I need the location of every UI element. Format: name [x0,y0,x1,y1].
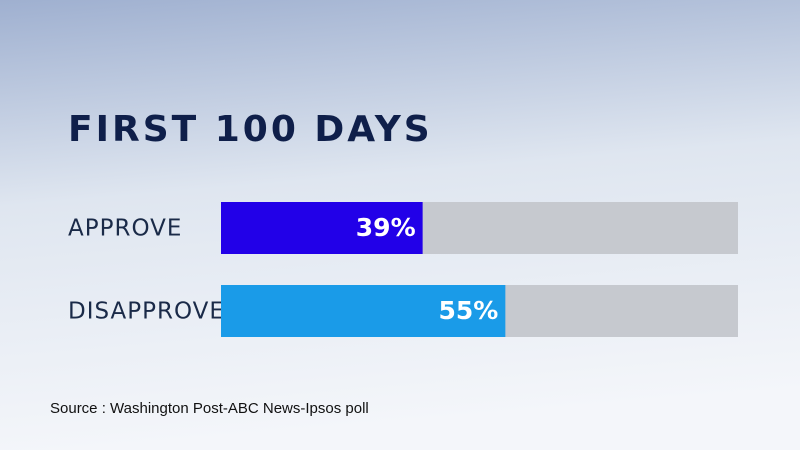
bar [221,285,506,337]
bar [221,202,423,254]
category-label: DISAPPROVE [68,299,225,325]
value-label: 39% [356,213,416,242]
category-label: APPROVE [68,216,182,242]
value-label: 55% [439,296,499,325]
chart-title: FIRST 100 DAYS [68,109,433,150]
source: Source : Washington Post-ABC News-Ipsos … [50,400,369,417]
